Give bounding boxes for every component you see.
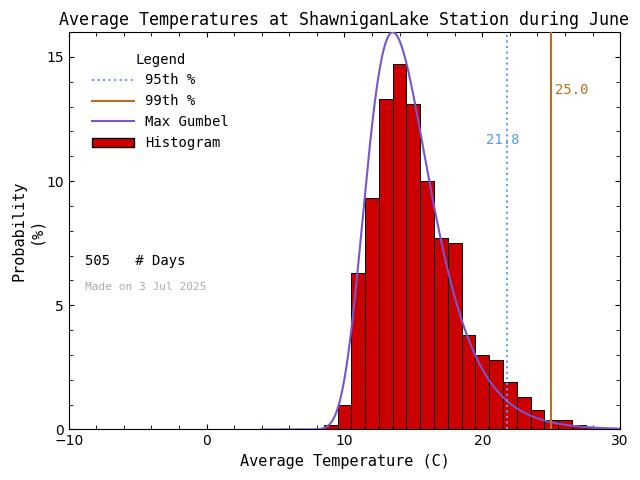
Line: Max Gumbel: Max Gumbel xyxy=(262,32,640,430)
99th % xyxy=(547,402,555,408)
Bar xyxy=(393,64,406,430)
Bar xyxy=(379,99,393,430)
Bar xyxy=(337,405,351,430)
Bar xyxy=(420,181,434,430)
Bar xyxy=(489,360,503,430)
Max Gumbel xyxy=(431,208,439,214)
Text: 21.8: 21.8 xyxy=(486,133,520,147)
Bar xyxy=(503,382,516,430)
Y-axis label: Probability
(%): Probability (%) xyxy=(11,180,44,281)
99th % xyxy=(547,427,555,432)
Bar xyxy=(586,427,600,430)
Bar xyxy=(572,424,586,430)
X-axis label: Average Temperature (C): Average Temperature (C) xyxy=(239,454,449,469)
Bar xyxy=(613,428,627,430)
Bar xyxy=(406,104,420,430)
Max Gumbel xyxy=(258,427,266,432)
Max Gumbel xyxy=(591,425,599,431)
95th % xyxy=(503,427,511,432)
Text: 505   # Days: 505 # Days xyxy=(85,253,186,267)
Bar xyxy=(516,397,531,430)
Bar xyxy=(461,335,476,430)
Bar xyxy=(545,420,558,430)
Bar xyxy=(365,198,379,430)
Bar xyxy=(448,243,461,430)
Title: Average Temperatures at ShawniganLake Station during June: Average Temperatures at ShawniganLake St… xyxy=(60,11,630,29)
Bar xyxy=(476,355,489,430)
Max Gumbel xyxy=(301,427,309,432)
Bar xyxy=(600,428,613,430)
Max Gumbel xyxy=(599,425,607,431)
Text: 25.0: 25.0 xyxy=(556,83,589,97)
Bar xyxy=(351,273,365,430)
Bar xyxy=(558,420,572,430)
Bar xyxy=(531,409,545,430)
Text: Made on 3 Jul 2025: Made on 3 Jul 2025 xyxy=(85,282,207,292)
Bar xyxy=(324,424,337,430)
Max Gumbel xyxy=(447,278,454,284)
Legend: 95th %, 99th %, Max Gumbel, Histogram: 95th %, 99th %, Max Gumbel, Histogram xyxy=(87,47,234,156)
Bar xyxy=(434,238,448,430)
95th % xyxy=(503,402,511,408)
Max Gumbel xyxy=(552,420,559,426)
Max Gumbel xyxy=(388,29,396,35)
